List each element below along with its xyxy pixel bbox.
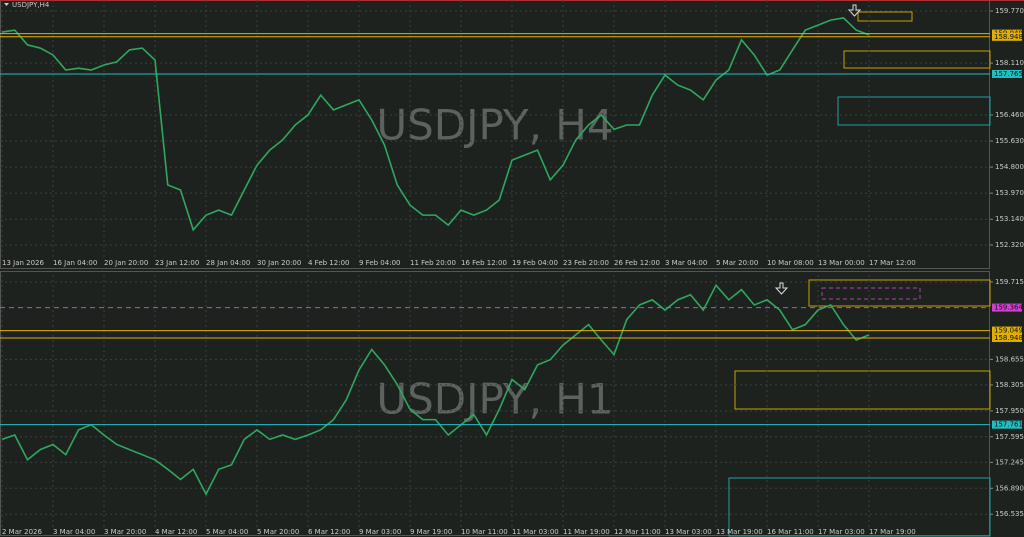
x-tick-label: 13 Mar 00:00: [818, 259, 865, 267]
y-tick-label: 153.970: [995, 189, 1024, 197]
x-tick-label: 17 Mar 19:00: [869, 528, 916, 536]
price-tag-label: 159.049: [994, 327, 1023, 335]
x-tick-label: 6 Mar 12:00: [308, 528, 350, 536]
y-tick-label: 154.800: [995, 163, 1024, 171]
price-tag-label: 157.765: [994, 70, 1023, 78]
zone: [808, 279, 991, 307]
x-tick-label: 19 Feb 04:00: [512, 259, 558, 267]
x-tick-label: 3 Mar 04:00: [53, 528, 95, 536]
zone: [734, 370, 991, 410]
x-tick-label: 5 Mar 20:00: [716, 259, 758, 267]
price-tag: [992, 333, 1022, 342]
y-tick-label: 156.890: [995, 484, 1024, 492]
x-tick-label: 3 Mar 04:00: [665, 259, 707, 267]
x-tick-label: 13 Mar 19:00: [716, 528, 763, 536]
zone: [821, 287, 921, 300]
x-tick-label: 2 Mar 2026: [2, 528, 42, 536]
zone: [837, 96, 991, 126]
zone: [843, 50, 991, 69]
y-tick-label: 158.110: [995, 59, 1024, 67]
zone: [728, 477, 991, 537]
x-tick-label: 10 Mar 11:00: [461, 528, 508, 536]
y-tick-label: 157.950: [995, 407, 1024, 415]
y-tick-label: 157.595: [995, 433, 1024, 441]
menu-icon[interactable]: [4, 3, 9, 6]
x-tick-label: 28 Jan 04:00: [206, 259, 250, 267]
price-tag-label: 157.761: [994, 421, 1023, 429]
zone: [857, 11, 913, 22]
price-tag: [992, 32, 1022, 41]
y-tick-label: 158.655: [995, 355, 1024, 363]
x-tick-label: 13 Jan 2026: [2, 259, 45, 267]
x-tick-label: 9 Feb 04:00: [359, 259, 400, 267]
price-line: [1, 283, 870, 496]
y-tick-label: 155.630: [995, 137, 1024, 145]
price-tag: [992, 420, 1022, 429]
watermark: USDJPY, H4: [376, 101, 613, 150]
x-tick-label: 3 Mar 20:00: [104, 528, 146, 536]
x-tick-label: 4 Feb 12:00: [308, 259, 349, 267]
price-tag-label: 158.948: [994, 334, 1023, 342]
x-tick-label: 10 Mar 08:00: [767, 259, 814, 267]
x-tick-label: 11 Mar 03:00: [512, 528, 559, 536]
x-tick-label: 13 Mar 03:00: [665, 528, 712, 536]
x-tick-label: 11 Mar 19:00: [563, 528, 610, 536]
x-tick-label: 16 Mar 11:00: [767, 528, 814, 536]
x-tick-label: 9 Mar 03:00: [359, 528, 401, 536]
y-tick-label: 157.245: [995, 458, 1024, 466]
symbol-label: USDJPY,H4: [12, 1, 50, 9]
y-tick-label: 152.320: [995, 241, 1024, 249]
y-tick-label: 156.460: [995, 111, 1024, 119]
x-tick-label: 17 Mar 03:00: [818, 528, 865, 536]
x-tick-label: 12 Mar 11:00: [614, 528, 661, 536]
x-tick-label: 5 Mar 20:00: [257, 528, 299, 536]
watermark: USDJPY, H1: [376, 375, 613, 424]
x-tick-label: 17 Mar 12:00: [869, 259, 916, 267]
y-tick-label: 159.715: [995, 278, 1024, 286]
y-tick-label: 159.770: [995, 7, 1024, 15]
x-tick-label: 5 Mar 04:00: [206, 528, 248, 536]
y-tick-label: 158.305: [995, 381, 1024, 389]
x-tick-label: 4 Mar 12:00: [155, 528, 197, 536]
y-tick-label: 153.140: [995, 215, 1024, 223]
price-tag-label: 158.948: [994, 33, 1023, 41]
x-tick-label: 9 Mar 19:00: [410, 528, 452, 536]
x-tick-label: 30 Jan 20:00: [257, 259, 301, 267]
x-tick-label: 16 Jan 04:00: [53, 259, 97, 267]
y-tick-label: 156.535: [995, 510, 1024, 518]
x-tick-label: 23 Feb 20:00: [563, 259, 609, 267]
x-tick-label: 20 Jan 20:00: [104, 259, 148, 267]
x-tick-label: 26 Feb 12:00: [614, 259, 660, 267]
x-tick-label: 16 Feb 12:00: [461, 259, 507, 267]
arrow-marker: [847, 4, 862, 17]
price-tag: [992, 303, 1022, 312]
x-tick-label: 11 Feb 20:00: [410, 259, 456, 267]
price-line: [1, 17, 870, 232]
x-tick-label: 23 Jan 12:00: [155, 259, 199, 267]
price-tag: [992, 326, 1022, 335]
price-tag: [992, 69, 1022, 78]
arrow-marker: [774, 282, 789, 295]
price-tag-label: 159.364: [994, 304, 1023, 312]
